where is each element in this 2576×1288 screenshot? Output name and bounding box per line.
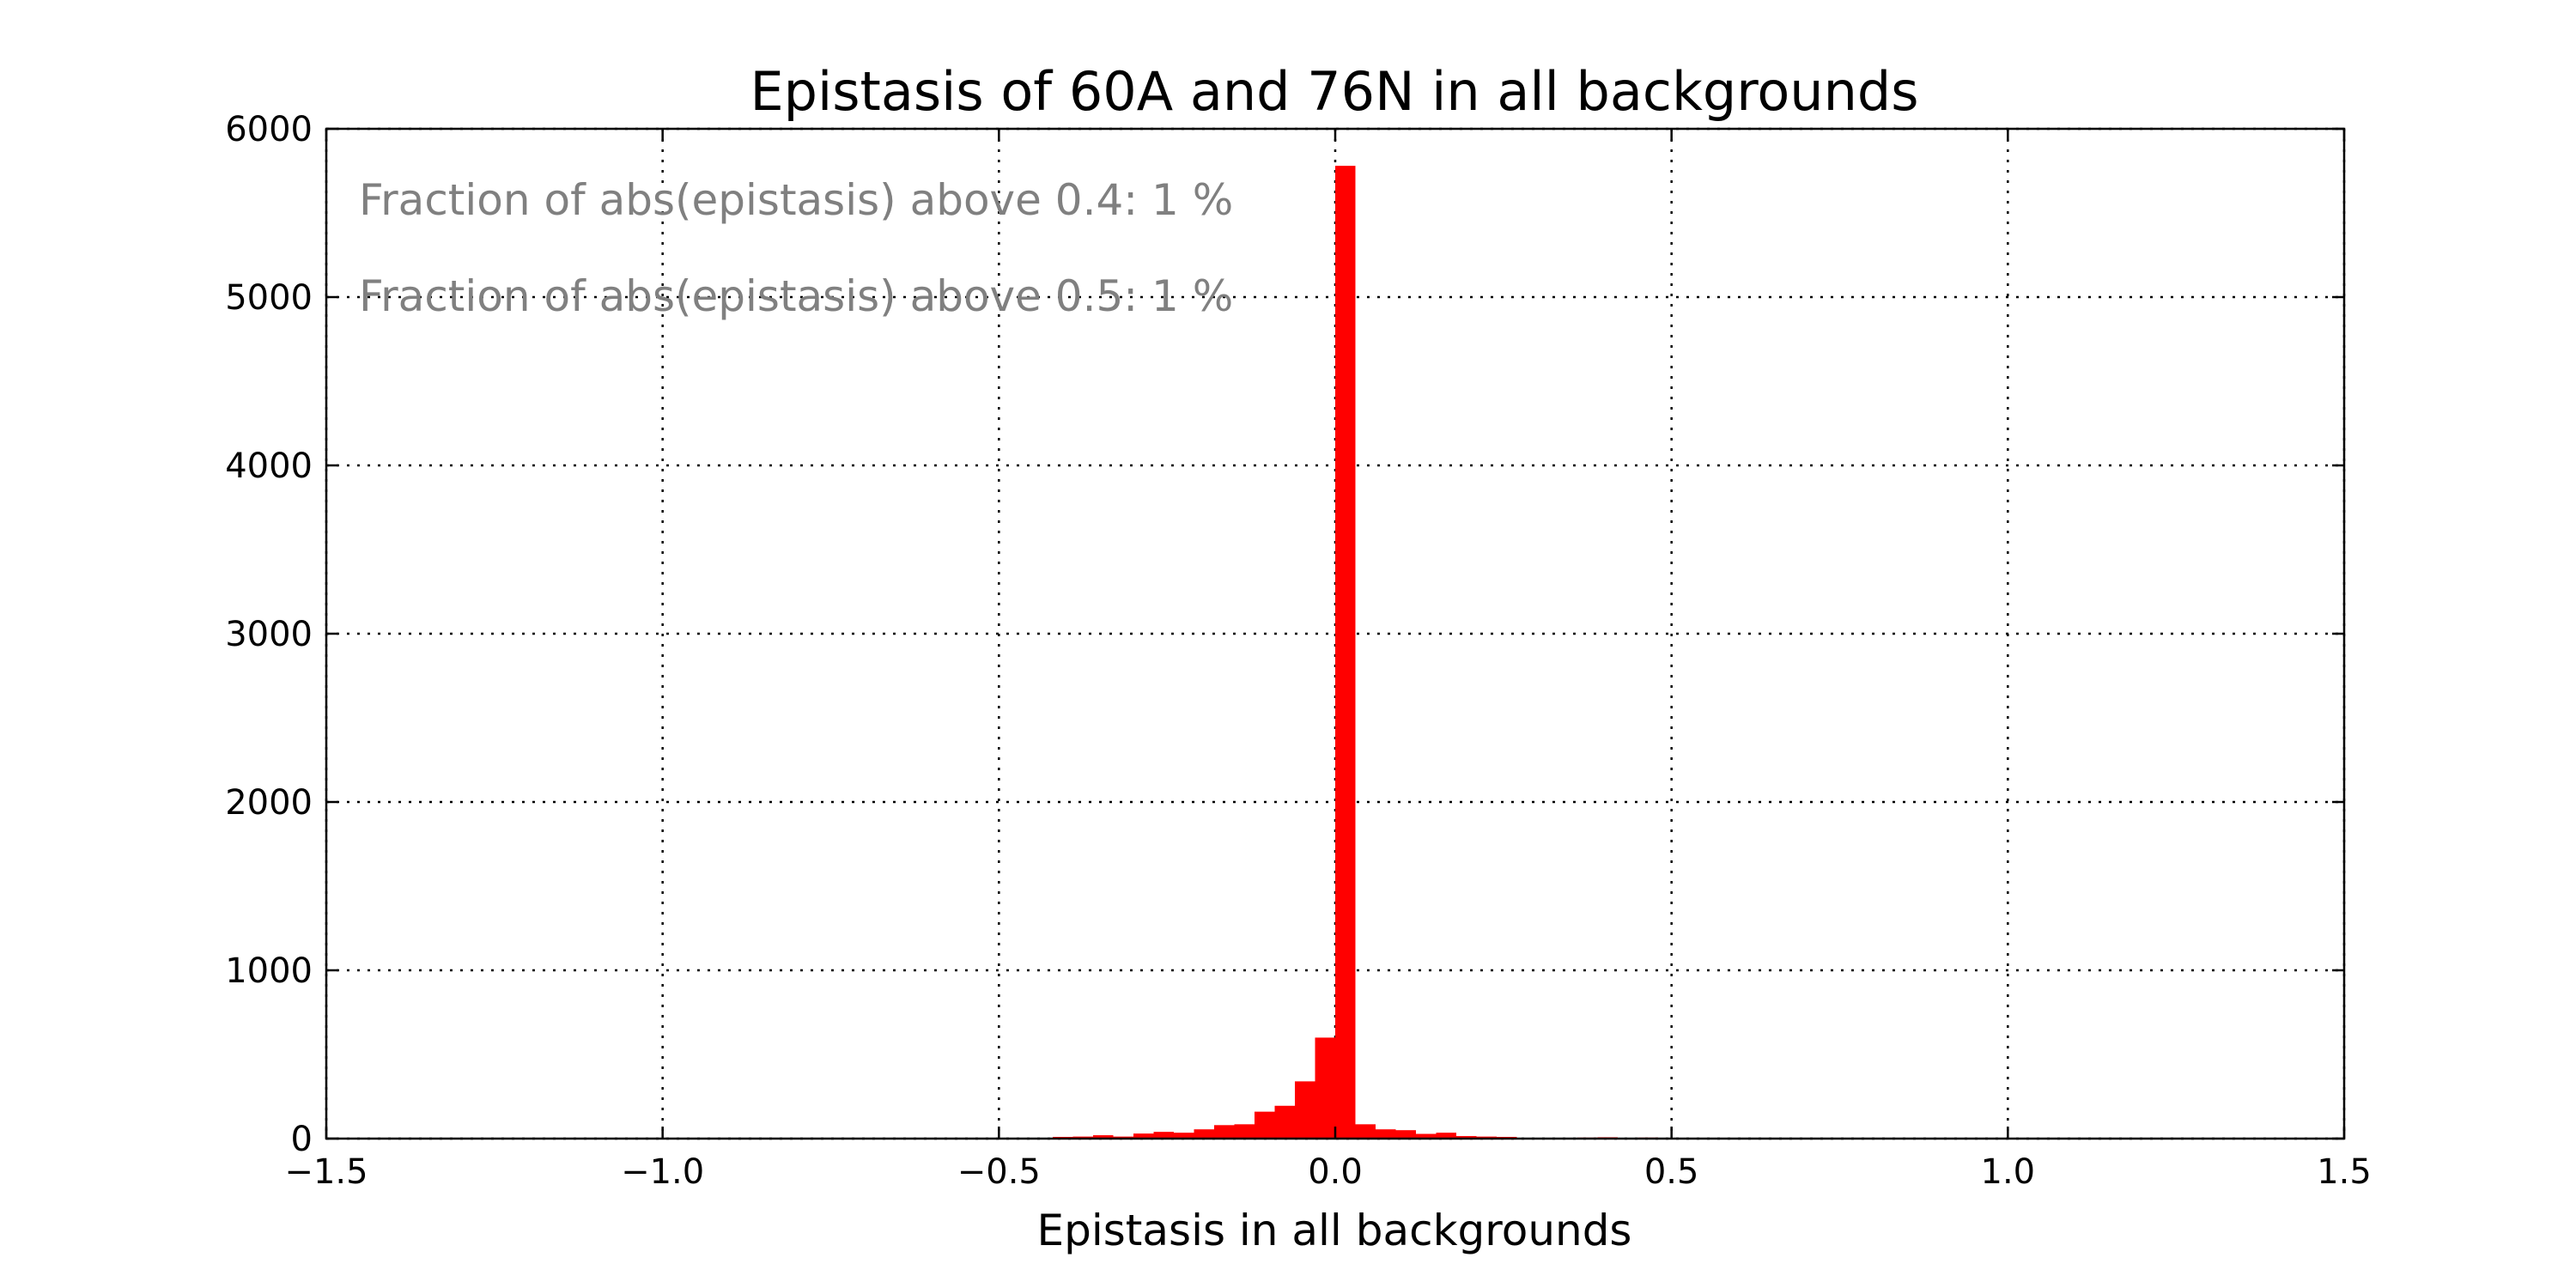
y-tick-label: 5000 [225, 278, 313, 318]
histogram-bar [1456, 1136, 1477, 1139]
histogram-bar [1234, 1124, 1255, 1139]
histogram-bar [1274, 1105, 1295, 1139]
y-tick-label: 4000 [225, 447, 313, 486]
y-tick-label: 6000 [225, 110, 313, 149]
axis-ticks: −1.5 −1.0 −0.5 0.0 0.5 1.0 1.5 0 1000 2000 3000 400… [225, 110, 2372, 1192]
y-tick-label: 3000 [225, 615, 313, 654]
y-tick-label: 2000 [225, 783, 313, 823]
annotations: Fraction of abs(epistasis) above 0.4: 1 … [359, 175, 1233, 321]
histogram-bar [1376, 1129, 1396, 1139]
histogram-bar [1416, 1133, 1437, 1139]
histogram-bar [1315, 1037, 1335, 1139]
y-tick-label: 1000 [225, 951, 313, 991]
histogram-bar [1174, 1133, 1194, 1139]
chart-title: Epistasis of 60A and 76N in all backgrou… [750, 60, 1918, 123]
histogram-bar [1153, 1132, 1174, 1139]
x-tick-label: 0.5 [1644, 1152, 1699, 1192]
histogram-bar [1395, 1130, 1416, 1139]
histogram-bar [1214, 1125, 1235, 1139]
histogram-bar [1355, 1124, 1376, 1139]
histogram-bar [1133, 1133, 1154, 1139]
x-tick-label: 1.0 [1981, 1152, 2036, 1192]
x-tick-label: −1.0 [621, 1152, 704, 1192]
histogram-bar [1093, 1135, 1114, 1139]
x-tick-label: −0.5 [957, 1152, 1041, 1192]
y-tick-label: 0 [291, 1120, 313, 1159]
x-tick-label: 0.0 [1308, 1152, 1363, 1192]
fraction-annotation: Fraction of abs(epistasis) above 0.4: 1 … [359, 175, 1233, 225]
histogram-bar [1335, 166, 1356, 1139]
histogram-bar [1255, 1111, 1275, 1139]
fraction-annotation: Fraction of abs(epistasis) above 0.5: 1 … [359, 271, 1233, 321]
histogram-bar [1194, 1129, 1214, 1139]
histogram-bar [1295, 1081, 1315, 1139]
histogram-bars [1053, 166, 1658, 1139]
x-axis-label: Epistasis in all backgrounds [1037, 1206, 1632, 1255]
histogram-bar [1436, 1133, 1456, 1139]
x-tick-label: −1.5 [284, 1152, 368, 1192]
x-tick-label: 1.5 [2317, 1152, 2372, 1192]
